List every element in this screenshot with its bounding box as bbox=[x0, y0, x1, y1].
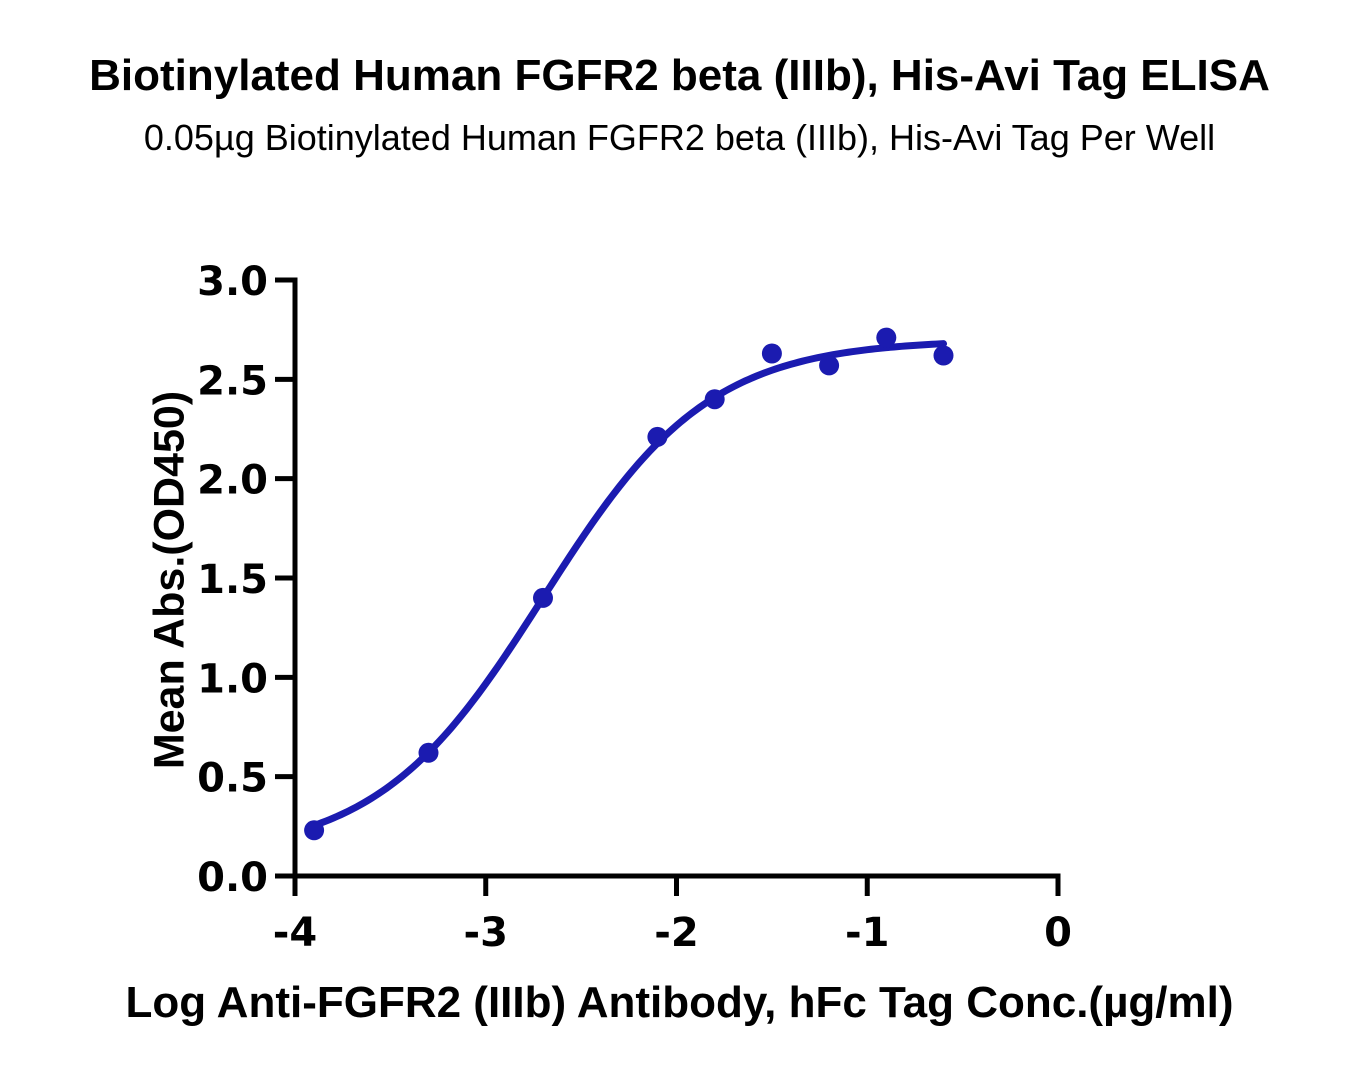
y-tick-label: 3.0 bbox=[197, 259, 268, 305]
x-tick-label: -2 bbox=[654, 910, 698, 956]
data-point bbox=[876, 327, 897, 348]
x-tick-label: -3 bbox=[464, 910, 508, 956]
data-point bbox=[761, 343, 782, 364]
y-tick-label: 1.0 bbox=[197, 656, 268, 702]
y-tick-label: 1.5 bbox=[197, 557, 268, 603]
data-point bbox=[704, 389, 725, 410]
data-point bbox=[933, 345, 954, 366]
x-axis-label: Log Anti-FGFR2 (IIIb) Antibody, hFc Tag … bbox=[125, 978, 1234, 1027]
y-tick-label: 2.5 bbox=[197, 358, 268, 404]
chart-title: Biotinylated Human FGFR2 beta (IIIb), Hi… bbox=[89, 51, 1270, 100]
y-tick-label: 2.0 bbox=[197, 458, 268, 504]
data-point bbox=[304, 820, 325, 841]
data-point bbox=[418, 742, 439, 763]
fit-curve bbox=[310, 340, 948, 829]
data-point bbox=[647, 426, 668, 447]
x-tick-label: 0 bbox=[1044, 910, 1072, 956]
data-point bbox=[533, 587, 553, 608]
y-tick-label: 0.0 bbox=[197, 855, 268, 901]
x-tick-label: -1 bbox=[845, 910, 889, 956]
y-tick-label: 0.5 bbox=[197, 756, 268, 802]
chart-subtitle: 0.05µg Biotinylated Human FGFR2 beta (II… bbox=[143, 117, 1216, 158]
data-point bbox=[819, 355, 840, 376]
x-tick-label: -4 bbox=[273, 910, 317, 956]
y-axis-label: Mean Abs.(OD450) bbox=[145, 390, 194, 770]
